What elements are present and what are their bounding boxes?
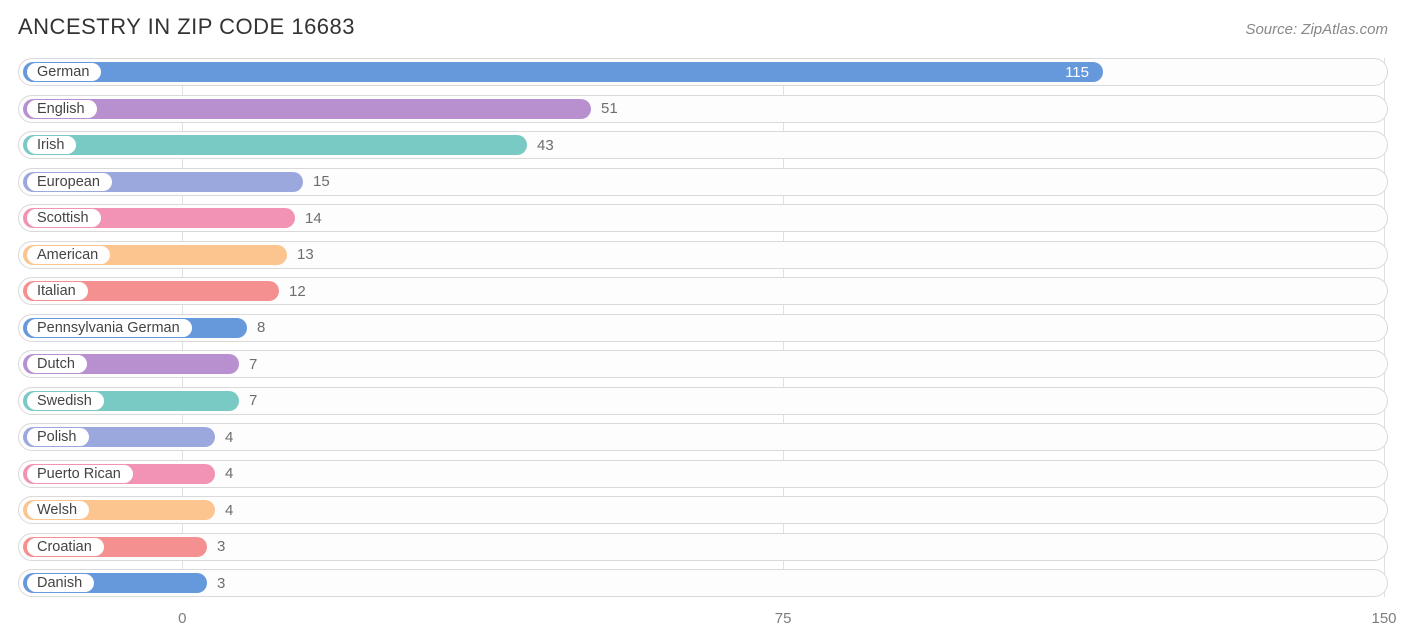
bar-row: Irish 43 <box>18 131 1388 159</box>
bar-row: Pennsylvania German 8 <box>18 314 1388 342</box>
value-label: 51 <box>591 99 618 119</box>
bar-track: Welsh 4 <box>23 500 1383 520</box>
value-label: 8 <box>247 318 265 338</box>
x-tick-label: 0 <box>178 610 186 627</box>
value-label: 15 <box>303 172 330 192</box>
chart-header: ANCESTRY IN ZIP CODE 16683 Source: ZipAt… <box>18 14 1388 40</box>
category-pill: Puerto Rican <box>27 465 133 483</box>
bar-track: Puerto Rican 4 <box>23 464 1383 484</box>
x-tick-label: 150 <box>1371 610 1396 627</box>
bar-track: Croatian 3 <box>23 537 1383 557</box>
category-pill: Welsh <box>27 501 89 519</box>
bar-track: English 51 <box>23 99 1383 119</box>
bar-row: Polish 4 <box>18 423 1388 451</box>
bar-track: Swedish 7 <box>23 391 1383 411</box>
bar-fill <box>23 62 1103 82</box>
category-pill: Pennsylvania German <box>27 319 192 337</box>
value-label: 3 <box>207 573 225 593</box>
bar-row: German 115 <box>18 58 1388 86</box>
bar-row: Dutch 7 <box>18 350 1388 378</box>
x-tick-label: 75 <box>775 610 792 627</box>
value-label: 4 <box>215 500 233 520</box>
category-pill: Italian <box>27 282 88 300</box>
value-label: 7 <box>239 391 257 411</box>
category-pill: English <box>27 100 97 118</box>
chart-title: ANCESTRY IN ZIP CODE 16683 <box>18 14 355 40</box>
category-pill: Croatian <box>27 538 104 556</box>
category-pill: Swedish <box>27 392 104 410</box>
category-pill: American <box>27 246 110 264</box>
value-label: 14 <box>295 208 322 228</box>
bar-fill <box>23 99 591 119</box>
value-label: 7 <box>239 354 257 374</box>
category-pill: German <box>27 63 101 81</box>
bar-track: Italian 12 <box>23 281 1383 301</box>
value-label: 3 <box>207 537 225 557</box>
bar-track: German 115 <box>23 62 1383 82</box>
ancestry-chart: ANCESTRY IN ZIP CODE 16683 Source: ZipAt… <box>0 0 1406 644</box>
value-label: 4 <box>215 427 233 447</box>
bar-row: American 13 <box>18 241 1388 269</box>
bar-fill <box>23 135 527 155</box>
bar-track: Pennsylvania German 8 <box>23 318 1383 338</box>
category-pill: European <box>27 173 112 191</box>
bar-row: Swedish 7 <box>18 387 1388 415</box>
category-pill: Scottish <box>27 209 101 227</box>
category-pill: Irish <box>27 136 76 154</box>
category-pill: Danish <box>27 574 94 592</box>
chart-source: Source: ZipAtlas.com <box>1245 21 1388 38</box>
bar-row: English 51 <box>18 95 1388 123</box>
bar-track: Dutch 7 <box>23 354 1383 374</box>
chart-plot: German115English51Irish43European15Scott… <box>18 58 1388 597</box>
bar-row: Italian 12 <box>18 277 1388 305</box>
bar-track: Polish 4 <box>23 427 1383 447</box>
bar-track: Danish 3 <box>23 573 1383 593</box>
value-label: 13 <box>287 245 314 265</box>
bar-row: Welsh 4 <box>18 496 1388 524</box>
bar-row: Croatian 3 <box>18 533 1388 561</box>
value-label: 12 <box>279 281 306 301</box>
bar-row: European 15 <box>18 168 1388 196</box>
bar-row: Danish 3 <box>18 569 1388 597</box>
bar-row: Scottish 14 <box>18 204 1388 232</box>
category-pill: Dutch <box>27 355 87 373</box>
bar-track: Scottish 14 <box>23 208 1383 228</box>
bar-track: American 13 <box>23 245 1383 265</box>
category-pill: Polish <box>27 428 89 446</box>
bar-track: European 15 <box>23 172 1383 192</box>
bar-track: Irish 43 <box>23 135 1383 155</box>
value-label: 115 <box>1065 62 1103 82</box>
bar-row: Puerto Rican 4 <box>18 460 1388 488</box>
value-label: 43 <box>527 135 554 155</box>
x-axis: 075150 <box>18 606 1388 634</box>
value-label: 4 <box>215 464 233 484</box>
